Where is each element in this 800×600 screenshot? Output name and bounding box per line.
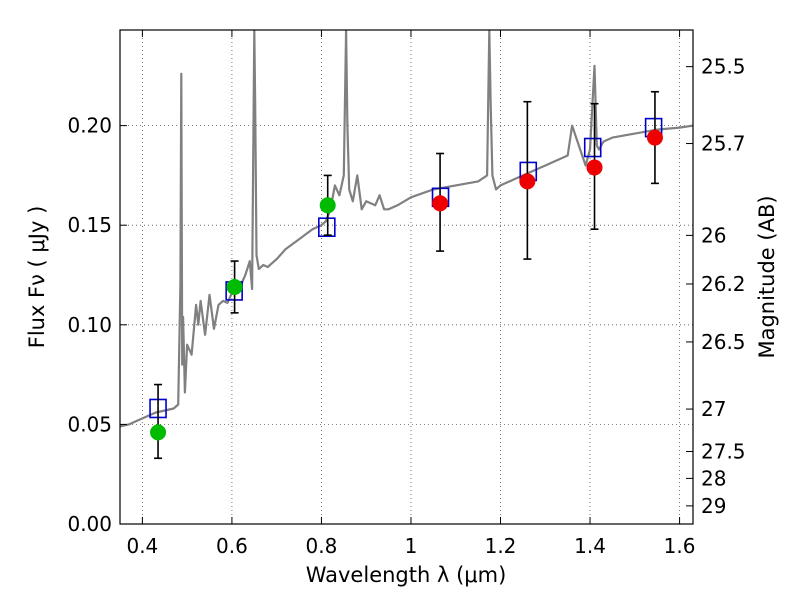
magnitude-tick-label: 29 xyxy=(701,494,726,518)
y-tick-label: 0.05 xyxy=(67,412,112,436)
y-tick-label: 0.00 xyxy=(67,512,112,536)
y-tick-label: 0.10 xyxy=(67,313,112,337)
x-tick-label: 1 xyxy=(405,534,418,558)
plot-area xyxy=(120,30,693,460)
magnitude-tick-label: 25.5 xyxy=(701,55,746,79)
axes: 0.4 0.6 0.8 1 1.2 1.4 1.6 0.00 0.05 0.10 0.15 0.20 2… xyxy=(67,30,746,558)
green-data-point xyxy=(150,424,167,441)
x-tick-label: 1.6 xyxy=(664,534,696,558)
model-square-point xyxy=(583,137,602,158)
green-data-point xyxy=(319,197,336,214)
magnitude-tick-label: 25.7 xyxy=(701,132,746,156)
y-axis-label: Flux Fν ( μJy ) xyxy=(25,206,49,349)
magnitude-tick-label: 26.5 xyxy=(701,330,746,354)
red-data-point xyxy=(519,173,536,190)
magnitude-tick-label: 26.2 xyxy=(701,272,746,296)
magnitude-tick-label: 27.5 xyxy=(701,439,746,463)
green-data-point xyxy=(226,278,243,295)
x-tick-label: 1.2 xyxy=(485,534,517,558)
red-data-point xyxy=(586,159,603,176)
x-tick-label: 0.4 xyxy=(126,534,158,558)
magnitude-axis-label: Magnitude (AB) xyxy=(755,195,779,358)
magnitude-tick-label: 26 xyxy=(701,223,726,247)
y-tick-label: 0.20 xyxy=(67,114,112,138)
model-square-point xyxy=(318,217,336,238)
red-data-point xyxy=(646,129,663,146)
x-tick-label: 0.8 xyxy=(306,534,338,558)
y-tick-label: 0.15 xyxy=(67,213,112,237)
x-axis-label: Wavelength λ (μm) xyxy=(306,563,507,587)
x-tick-label: 0.6 xyxy=(216,534,248,558)
x-tick-label: 1.4 xyxy=(574,534,606,558)
magnitude-tick-label: 27 xyxy=(701,397,726,421)
grid xyxy=(120,30,693,525)
plot-frame xyxy=(119,29,694,525)
magnitude-tick-label: 28 xyxy=(701,466,726,490)
spectrum-line xyxy=(120,30,693,428)
red-data-point xyxy=(432,195,449,212)
